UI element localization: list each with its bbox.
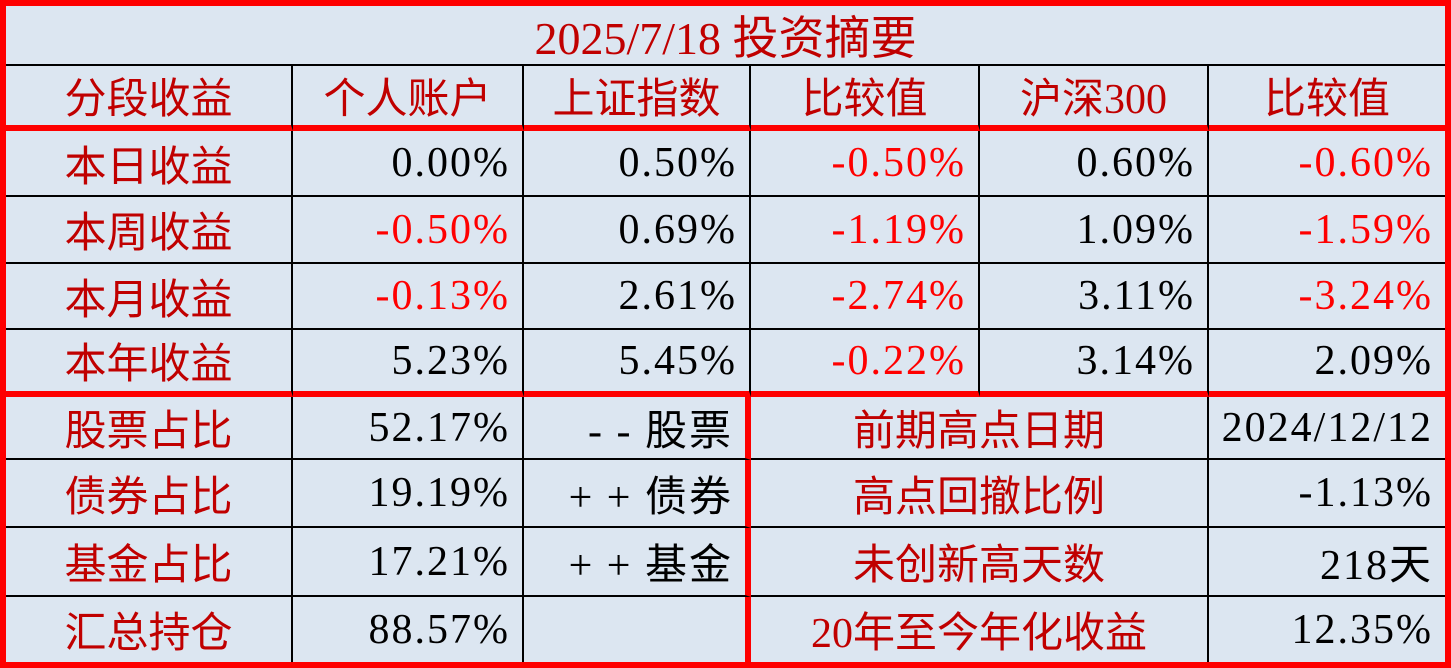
- return-cell: -0.50%: [751, 131, 980, 197]
- return-cell: -3.24%: [1209, 264, 1445, 330]
- row-label-total-position: 汇总持仓: [6, 597, 293, 662]
- portfolio-value: 19.19%: [293, 460, 524, 528]
- stat-value-annualized-return: 12.35%: [1291, 606, 1433, 653]
- return-cell: 2.09%: [1209, 330, 1445, 397]
- row-label-stocks-ratio: 股票占比: [6, 397, 293, 460]
- row-label-year: 本年收益: [6, 330, 293, 397]
- row-label-today: 本日收益: [6, 131, 293, 197]
- row-label-week: 本周收益: [6, 197, 293, 264]
- trend-indicator-funds: + + 基金: [524, 528, 751, 597]
- portfolio-value: 17.21%: [293, 528, 524, 597]
- return-cell: -0.13%: [293, 264, 524, 330]
- table-title: 2025/7/18 投资摘要: [6, 6, 1445, 66]
- return-cell: 1.09%: [980, 197, 1209, 264]
- header-compare-2: 比较值: [1209, 66, 1445, 131]
- return-cell: 0.50%: [524, 131, 751, 197]
- return-cell: -0.22%: [751, 330, 980, 397]
- trend-indicator-stocks: - - 股票: [524, 397, 751, 460]
- stat-label-days-no-new-high: 未创新高天数: [751, 528, 1209, 597]
- stat-value-days-no-new-high: 218天: [1209, 528, 1445, 597]
- return-cell: 5.23%: [293, 330, 524, 397]
- trend-indicator-bonds: + + 债券: [524, 460, 751, 528]
- return-cell: 0.00%: [293, 131, 524, 197]
- return-cell: 0.60%: [980, 131, 1209, 197]
- row-label-funds-ratio: 基金占比: [6, 528, 293, 597]
- return-cell: -0.50%: [293, 197, 524, 264]
- return-cell: -1.59%: [1209, 197, 1445, 264]
- portfolio-value: 88.57%: [293, 597, 524, 662]
- header-personal-account: 个人账户: [293, 66, 524, 131]
- return-cell: 3.11%: [980, 264, 1209, 330]
- return-cell: 3.14%: [980, 330, 1209, 397]
- header-csi300: 沪深300: [980, 66, 1209, 131]
- return-cell: -2.74%: [751, 264, 980, 330]
- stat-label-drawdown: 高点回撤比例: [751, 460, 1209, 528]
- row-label-month: 本月收益: [6, 264, 293, 330]
- trend-indicator-empty: [524, 597, 751, 662]
- return-cell: -0.60%: [1209, 131, 1445, 197]
- stat-label-annualized-return: 20年至今年化收益: [751, 597, 1209, 662]
- return-cell: 5.45%: [524, 330, 751, 397]
- stat-value-prev-high-date: 2024/12/12: [1209, 397, 1445, 460]
- header-sse-index: 上证指数: [524, 66, 751, 131]
- return-cell: 2.61%: [524, 264, 751, 330]
- header-segment: 分段收益: [6, 66, 293, 131]
- row-label-bonds-ratio: 债券占比: [6, 460, 293, 528]
- portfolio-value: 52.17%: [293, 397, 524, 460]
- return-cell: -1.19%: [751, 197, 980, 264]
- header-compare-1: 比较值: [751, 66, 980, 131]
- stat-value-drawdown: -1.13%: [1209, 460, 1445, 528]
- stat-label-prev-high-date: 前期高点日期: [751, 397, 1209, 460]
- return-cell: 0.69%: [524, 197, 751, 264]
